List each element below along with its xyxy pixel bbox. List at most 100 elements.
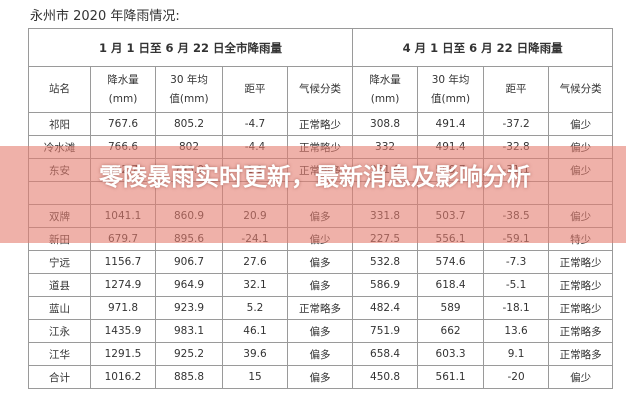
cell: 13.6 xyxy=(483,319,550,343)
cell: 正常略多 xyxy=(286,296,354,320)
cell: 正常略多 xyxy=(548,342,614,366)
cell: 1156.7 xyxy=(90,250,156,274)
cell: 574.6 xyxy=(417,250,485,274)
cell: 1016.2 xyxy=(90,365,156,389)
cell: -20 xyxy=(483,365,550,389)
cell: 308.8 xyxy=(352,112,419,136)
data-row: 道县 1274.9 964.9 32.1 偏多 586.9 618.4 -5.1 正常略少 xyxy=(28,273,614,297)
cell: 618.4 xyxy=(417,273,485,297)
header-line: 气候分类 xyxy=(559,83,602,95)
data-row: 江永 1435.9 983.1 46.1 偏多 751.9 662 13.6 正常略多 xyxy=(28,319,614,343)
banner-text: 零陵暴雨实时更新，最新消息及影响分析 xyxy=(99,163,531,191)
header-line: 值(mm) xyxy=(430,92,471,105)
cell: 39.6 xyxy=(222,342,288,366)
cell: 27.6 xyxy=(222,250,288,274)
cell: 正常略多 xyxy=(548,319,614,343)
cell: 15 xyxy=(222,365,288,389)
header-line: 降水量 xyxy=(369,73,401,86)
cell: 32.1 xyxy=(222,273,288,297)
cell: -37.2 xyxy=(483,112,550,136)
banner: 零陵暴雨实时更新，最新消息及影响分析 xyxy=(0,146,626,243)
header-line: 值(mm) xyxy=(169,92,209,105)
cell: 589 xyxy=(417,296,485,320)
cell: 合计 xyxy=(28,365,91,389)
cell: 祁阳 xyxy=(28,112,91,136)
cell: 767.6 xyxy=(90,112,156,136)
header-cell: 站名 xyxy=(28,66,91,113)
cell: 46.1 xyxy=(222,319,288,343)
cell: 450.8 xyxy=(352,365,419,389)
cell: 正常略少 xyxy=(548,250,614,274)
cell: 1291.5 xyxy=(90,342,156,366)
cell: 偏多 xyxy=(286,319,354,343)
cell: 603.3 xyxy=(417,342,485,366)
header-line: (mm) xyxy=(108,92,138,105)
title: 永州市 2020 年降雨情况: xyxy=(30,9,180,24)
header-cell: 30 年均值(mm) xyxy=(417,66,485,113)
group-row: 1 月 1 日至 6 月 22 日全市降雨量 4 月 1 日至 6 月 22 日降… xyxy=(27,28,614,67)
cell: 1274.9 xyxy=(90,273,156,297)
header-line: 距平 xyxy=(244,83,266,95)
header-cell: 降水量 (mm) xyxy=(352,66,419,113)
cell: 751.9 xyxy=(352,319,419,343)
cell: 偏多 xyxy=(286,250,354,274)
cell: 江华 xyxy=(28,342,91,366)
header-line: (mm) xyxy=(370,92,400,105)
header-cell: 气候分类 xyxy=(286,66,354,113)
group-cell: 4 月 1 日至 6 月 22 日降雨量 xyxy=(352,28,614,67)
cell: 1435.9 xyxy=(90,319,156,343)
cell: 道县 xyxy=(28,273,91,297)
cell: 正常略少 xyxy=(286,112,354,136)
header-cell: 降水量 (mm) xyxy=(90,66,156,113)
header-line: 降水量 xyxy=(107,73,139,86)
data-row: 江华 1291.5 925.2 39.6 偏多 658.4 603.3 9.1 正常略多 xyxy=(28,342,614,366)
cell: 885.8 xyxy=(155,365,223,389)
cell: -7.3 xyxy=(483,250,550,274)
header-line: 30 年均 xyxy=(431,73,470,86)
cell: 偏少 xyxy=(548,112,614,136)
cell: 532.8 xyxy=(352,250,419,274)
cell: 正常略少 xyxy=(548,296,614,320)
header-line: 站名 xyxy=(49,83,70,95)
cell: -4.7 xyxy=(222,112,288,136)
header-line: 气候分类 xyxy=(299,83,342,95)
cell: 偏多 xyxy=(286,365,354,389)
data-row: 合计 1016.2 885.8 15 偏多 450.8 561.1 -20 偏少 xyxy=(28,365,614,389)
cell: 5.2 xyxy=(222,296,288,320)
group-cell: 1 月 1 日至 6 月 22 日全市降雨量 xyxy=(27,28,354,67)
header-line: 距平 xyxy=(505,83,527,95)
header-cell: 气候分类 xyxy=(548,66,614,113)
cell: 偏多 xyxy=(286,273,354,297)
cell: 482.4 xyxy=(352,296,419,320)
data-row: 祁阳 767.6 805.2 -4.7 正常略少 308.8 491.4 -37.2 偏少 xyxy=(28,112,614,136)
cell: 805.2 xyxy=(155,112,223,136)
cell: 925.2 xyxy=(155,342,223,366)
header-line: 30 年均 xyxy=(170,73,208,86)
header-cell: 30 年均值(mm) xyxy=(155,66,223,113)
cell: 923.9 xyxy=(155,296,223,320)
cell: 964.9 xyxy=(155,273,223,297)
header-cell: 距平 xyxy=(483,66,550,113)
cell: 662 xyxy=(417,319,485,343)
cell: 586.9 xyxy=(352,273,419,297)
cell: 9.1 xyxy=(483,342,550,366)
cell: 江永 xyxy=(28,319,91,343)
cell: 658.4 xyxy=(352,342,419,366)
cell: 491.4 xyxy=(417,112,485,136)
cell: 561.1 xyxy=(417,365,485,389)
cell: 906.7 xyxy=(155,250,223,274)
cell: 偏少 xyxy=(548,365,614,389)
header-cell: 距平 xyxy=(222,66,288,113)
cell: -18.1 xyxy=(483,296,550,320)
cell: 宁远 xyxy=(28,250,91,274)
cell: 983.1 xyxy=(155,319,223,343)
header-row: 站名 降水量 (mm) 30 年均值(mm) 距平 气候分类 降水量 (mm) 30 年均值(m… xyxy=(28,66,614,113)
data-row: 蓝山 971.8 923.9 5.2 正常略多 482.4 589 -18.1 正常略少 xyxy=(28,296,614,320)
cell: 蓝山 xyxy=(28,296,91,320)
data-row: 宁远 1156.7 906.7 27.6 偏多 532.8 574.6 -7.3 正常略少 xyxy=(28,250,614,274)
cell: 正常略少 xyxy=(548,273,614,297)
cell: -5.1 xyxy=(483,273,550,297)
cell: 偏多 xyxy=(286,342,354,366)
cell: 971.8 xyxy=(90,296,156,320)
